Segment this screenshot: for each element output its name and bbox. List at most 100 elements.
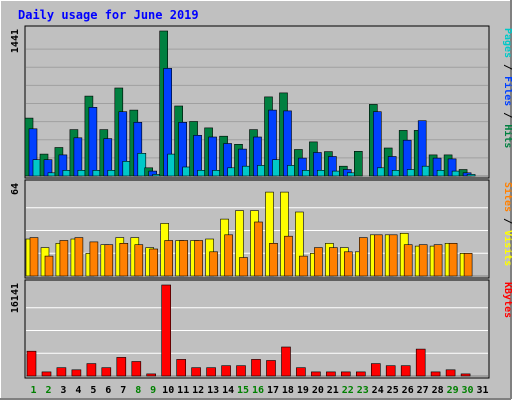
bar-kbytes-day-9 bbox=[146, 373, 156, 377]
x-tick-label: 25 bbox=[387, 385, 399, 396]
x-tick-label: 6 bbox=[105, 385, 111, 396]
bar-sites-day-17 bbox=[269, 243, 278, 277]
x-tick-label: 8 bbox=[135, 385, 141, 396]
bar-sites-day-16 bbox=[254, 221, 263, 277]
bar-sites-day-10 bbox=[164, 240, 173, 277]
panel-hits: 1441 Pages / Files / Hits bbox=[10, 25, 512, 179]
bar-sites-day-12 bbox=[194, 240, 203, 277]
bar-sites-day-14 bbox=[224, 234, 233, 277]
bar-sites-day-7 bbox=[119, 243, 129, 277]
x-tick-label: 11 bbox=[177, 385, 189, 396]
bar-kbytes-day-7 bbox=[116, 357, 127, 377]
bar-kbytes-day-14 bbox=[221, 365, 231, 377]
panel-kbytes-ymax-label: 16141 bbox=[10, 283, 21, 313]
bar-kbytes-day-24 bbox=[370, 363, 381, 377]
bar-sites-day-6 bbox=[104, 244, 114, 277]
bar-hits-day-23 bbox=[353, 151, 363, 177]
bar-sites-day-11 bbox=[179, 240, 188, 277]
chart-title: Daily usage for June 2019 bbox=[18, 8, 199, 22]
bar-kbytes-day-30 bbox=[460, 373, 471, 377]
panel-kbytes-legend-label: KBytes bbox=[502, 282, 512, 318]
bar-files-day-5 bbox=[88, 107, 98, 177]
x-tick-label: 4 bbox=[75, 385, 81, 396]
bar-sites-day-8 bbox=[134, 244, 144, 277]
legend-part-1: / bbox=[502, 212, 512, 230]
bar-kbytes-day-15 bbox=[236, 365, 246, 377]
bar-sites-day-2 bbox=[44, 255, 54, 277]
bar-kbytes-day-10 bbox=[161, 284, 171, 377]
x-tick-label: 23 bbox=[357, 385, 369, 396]
x-tick-label: 28 bbox=[432, 385, 444, 396]
bar-kbytes-day-1 bbox=[26, 350, 37, 377]
legend-part-4: Hits bbox=[502, 124, 512, 148]
x-tick-label: 30 bbox=[461, 385, 473, 396]
bar-kbytes-day-23 bbox=[355, 371, 366, 377]
legend-part-1: / bbox=[502, 58, 512, 76]
bar-files-day-12 bbox=[193, 135, 202, 177]
bar-sites-day-18 bbox=[284, 235, 293, 277]
bar-kbytes-day-25 bbox=[385, 365, 396, 377]
x-tick-label: 5 bbox=[90, 385, 96, 396]
x-tick-label: 10 bbox=[162, 385, 174, 396]
bar-kbytes-day-22 bbox=[340, 371, 351, 377]
bar-sites-day-1 bbox=[29, 237, 39, 277]
panel-kbytes: 16141 KBytes bbox=[10, 279, 512, 379]
bar-sites-day-22 bbox=[343, 251, 353, 277]
legend-part-0: Pages bbox=[502, 28, 512, 58]
bar-sites-day-3 bbox=[59, 240, 69, 277]
x-axis-labels: 1 2 3 4 5 6 7 8 9 10 11 12 13 14 15 16 17 18 19 20 21 22 23 24 2… bbox=[30, 385, 488, 396]
bar-kbytes-day-4 bbox=[71, 369, 82, 377]
x-tick-label: 7 bbox=[120, 385, 126, 396]
bar-kbytes-day-3 bbox=[56, 367, 67, 377]
x-tick-label: 29 bbox=[447, 385, 459, 396]
bar-kbytes-day-16 bbox=[251, 359, 261, 377]
panel-visits-ymax-label: 64 bbox=[10, 183, 21, 195]
bar-sites-day-15 bbox=[239, 257, 248, 277]
x-tick-label: 3 bbox=[60, 385, 66, 396]
bar-kbytes-day-17 bbox=[266, 360, 276, 377]
x-tick-label: 24 bbox=[372, 385, 384, 396]
bar-kbytes-day-5 bbox=[86, 363, 97, 377]
legend-part-2: Visits bbox=[502, 230, 512, 266]
panel-hits-legend-label: Pages / Files / Hits bbox=[502, 28, 512, 148]
bar-sites-day-21 bbox=[329, 247, 338, 277]
x-tick-label: 17 bbox=[267, 385, 279, 396]
x-tick-label: 12 bbox=[192, 385, 204, 396]
x-tick-label: 14 bbox=[222, 385, 234, 396]
bar-kbytes-day-6 bbox=[101, 367, 112, 377]
bar-sites-day-27 bbox=[418, 244, 428, 277]
bar-kbytes-day-13 bbox=[206, 367, 216, 377]
bar-sites-day-30 bbox=[463, 253, 473, 277]
bar-kbytes-day-11 bbox=[176, 359, 186, 377]
x-tick-label: 15 bbox=[237, 385, 249, 396]
bar-kbytes-day-20 bbox=[311, 371, 321, 377]
bar-kbytes-day-2 bbox=[41, 371, 52, 377]
x-tick-label: 22 bbox=[342, 385, 354, 396]
bar-kbytes-day-18 bbox=[281, 346, 291, 377]
bar-kbytes-day-21 bbox=[326, 371, 336, 377]
bar-kbytes-day-29 bbox=[445, 369, 456, 377]
bar-sites-day-13 bbox=[209, 251, 218, 277]
x-tick-label: 26 bbox=[402, 385, 414, 396]
bar-pages-day-8 bbox=[137, 153, 147, 177]
bar-sites-day-25 bbox=[388, 234, 398, 277]
x-tick-label: 13 bbox=[207, 385, 219, 396]
bar-sites-day-28 bbox=[433, 244, 443, 277]
legend-part-0: KBytes bbox=[502, 282, 512, 318]
bar-kbytes-day-12 bbox=[191, 367, 201, 377]
bar-sites-day-20 bbox=[314, 247, 323, 277]
panel-hits-ymax-label: 1441 bbox=[10, 29, 21, 53]
bar-files-day-24 bbox=[372, 111, 382, 177]
legend-part-0: Sites bbox=[502, 182, 512, 212]
x-tick-label: 21 bbox=[327, 385, 339, 396]
x-tick-label: 20 bbox=[312, 385, 324, 396]
bar-sites-day-23 bbox=[358, 237, 368, 277]
x-tick-label: 27 bbox=[417, 385, 429, 396]
bar-kbytes-day-26 bbox=[400, 365, 411, 377]
bar-sites-day-9 bbox=[149, 248, 158, 277]
x-tick-label: 16 bbox=[252, 385, 264, 396]
x-tick-label: 31 bbox=[476, 385, 488, 396]
chart-panels: 1441 Pages / Files / Hits 64 Sites / Visits… bbox=[10, 25, 512, 379]
bar-sites-day-24 bbox=[373, 234, 383, 277]
